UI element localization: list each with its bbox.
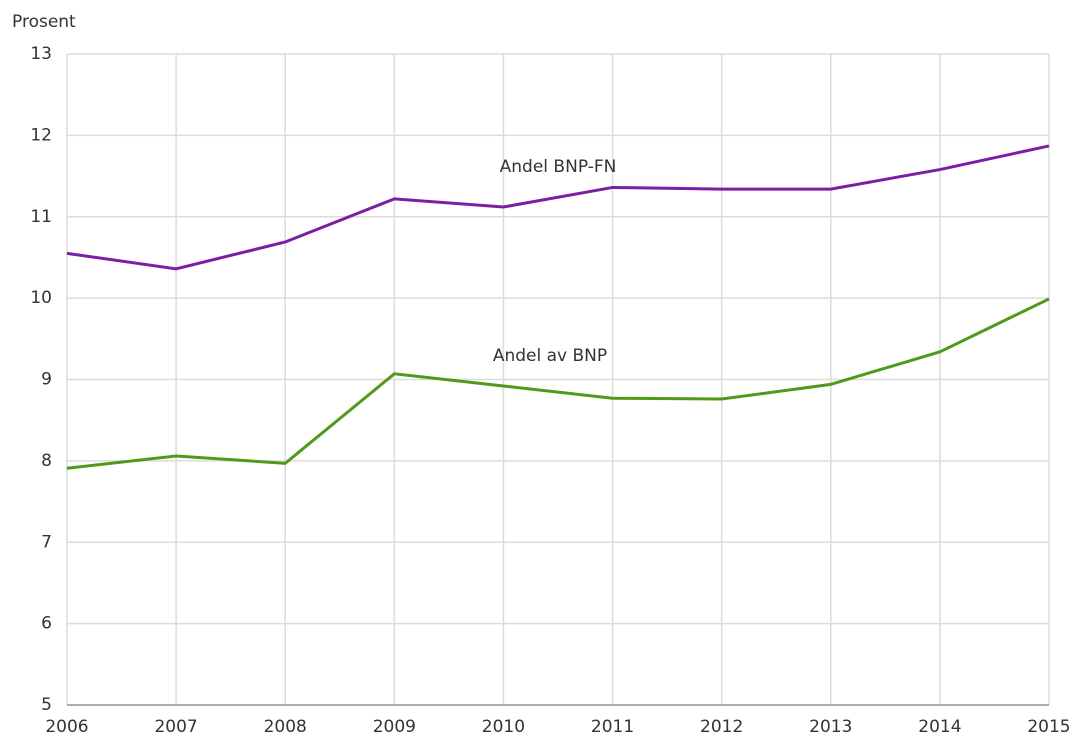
y-tick-label: 12 [30,125,52,145]
series-line [66,144,1050,271]
series-label: Andel BNP-FN [500,157,617,177]
x-tick-label: 2012 [700,717,743,737]
y-tick-label: 7 [41,532,52,552]
x-tick-label: 2014 [918,717,961,737]
y-tick-label: 10 [30,288,52,308]
series-line [66,297,1050,470]
y-tick-label: 8 [41,451,52,471]
y-tick-label: 13 [30,44,52,64]
x-tick-label: 2011 [591,717,634,737]
y-tick-label: 6 [41,614,52,634]
x-tick-label: 2008 [264,717,307,737]
x-tick-label: 2015 [1027,717,1070,737]
x-tick-label: 2007 [154,717,197,737]
x-tick-label: 2009 [373,717,416,737]
series-label: Andel av BNP [493,346,607,366]
x-tick-label: 2013 [809,717,852,737]
y-tick-label: 9 [41,370,52,390]
x-tick-label: 2010 [482,717,525,737]
y-tick-label: 5 [41,695,52,715]
y-axis-label: Prosent [12,12,76,32]
y-tick-label: 11 [30,207,52,227]
x-tick-label: 2006 [45,717,88,737]
